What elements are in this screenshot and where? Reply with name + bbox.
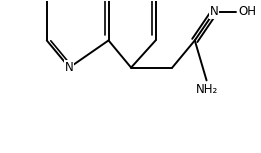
Text: NH₂: NH₂: [195, 83, 218, 96]
Text: N: N: [210, 5, 219, 18]
Text: OH: OH: [239, 5, 257, 18]
Text: N: N: [65, 61, 74, 74]
